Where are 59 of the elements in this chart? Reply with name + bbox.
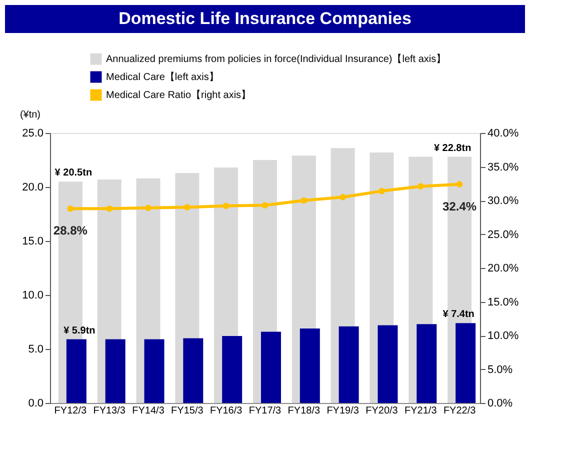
bar xyxy=(105,339,126,403)
x-tick-label: FY18/3 xyxy=(288,406,320,416)
x-tick-label: FY20/3 xyxy=(366,406,398,416)
y-tick-label: 25.0 xyxy=(22,128,44,140)
y2-tick-label: 20.0% xyxy=(488,262,519,274)
y-tick-label: 15.0 xyxy=(22,236,44,248)
point xyxy=(340,194,346,200)
y2-tick-label: 10.0% xyxy=(488,330,519,342)
x-tick-label: FY15/3 xyxy=(171,406,204,416)
point xyxy=(262,202,268,208)
y-tick-label: 5.0 xyxy=(28,344,44,356)
x-tick-label: FY22/3 xyxy=(443,406,476,416)
legend-label: Annualized premiums from policies in force(Individual Insurance)【left axis】 xyxy=(106,53,446,65)
x-tick-label: FY21/3 xyxy=(404,406,438,416)
x-tick-label: FY16/3 xyxy=(210,406,243,416)
legend-label: Medical Care Ratio【right axis】 xyxy=(106,89,252,101)
bar xyxy=(416,324,437,403)
y2-tick-label: 35.0% xyxy=(488,161,519,174)
bar xyxy=(378,325,398,403)
y2-tick-label: 15.0% xyxy=(488,296,519,308)
y2-tick-label: 30.0% xyxy=(488,195,519,207)
bar xyxy=(261,332,281,403)
data-label: ¥ 7.4tn xyxy=(442,309,474,320)
point xyxy=(417,183,424,190)
x-tick-label: FY19/3 xyxy=(326,406,360,416)
bar xyxy=(66,339,86,403)
x-tick-label: FY14/3 xyxy=(132,406,165,416)
bar xyxy=(222,336,242,403)
point xyxy=(222,202,230,210)
bar xyxy=(144,339,164,403)
data-label: ¥ 22.8tn xyxy=(434,142,472,154)
x-tick-label: FY12/3 xyxy=(54,406,87,416)
point xyxy=(145,204,152,212)
chart-title: Domestic Life Insurance Companies xyxy=(118,9,412,28)
bar xyxy=(456,323,476,403)
point xyxy=(184,204,190,210)
y2-tick-label: 0.0% xyxy=(488,398,513,410)
point xyxy=(67,205,74,212)
point xyxy=(378,188,385,194)
y2-tick-label: 5.0% xyxy=(488,364,513,376)
data-label: 32.4% xyxy=(442,199,477,214)
data-label: 28.8% xyxy=(53,224,88,238)
y-tick-label: 10.0 xyxy=(22,290,44,302)
x-tick-label: FY17/3 xyxy=(248,406,282,416)
y-axis-title: (¥tn) xyxy=(20,110,40,120)
bar xyxy=(338,326,359,403)
legend-label: Medical Care【left axis】 xyxy=(106,71,219,83)
point xyxy=(300,197,308,204)
bar xyxy=(300,328,320,403)
data-label: ¥ 20.5tn xyxy=(54,168,92,179)
y2-tick-label: 40.0% xyxy=(488,128,519,140)
y-tick-label: 20.0 xyxy=(22,182,44,194)
point xyxy=(106,205,113,212)
bar xyxy=(183,338,204,403)
y2-tick-label: 25.0% xyxy=(488,228,519,241)
point xyxy=(456,181,463,188)
x-tick-label: FY13/3 xyxy=(93,406,126,416)
data-label: ¥ 5.9tn xyxy=(64,325,96,336)
y-tick-label: 0.0 xyxy=(28,398,44,410)
